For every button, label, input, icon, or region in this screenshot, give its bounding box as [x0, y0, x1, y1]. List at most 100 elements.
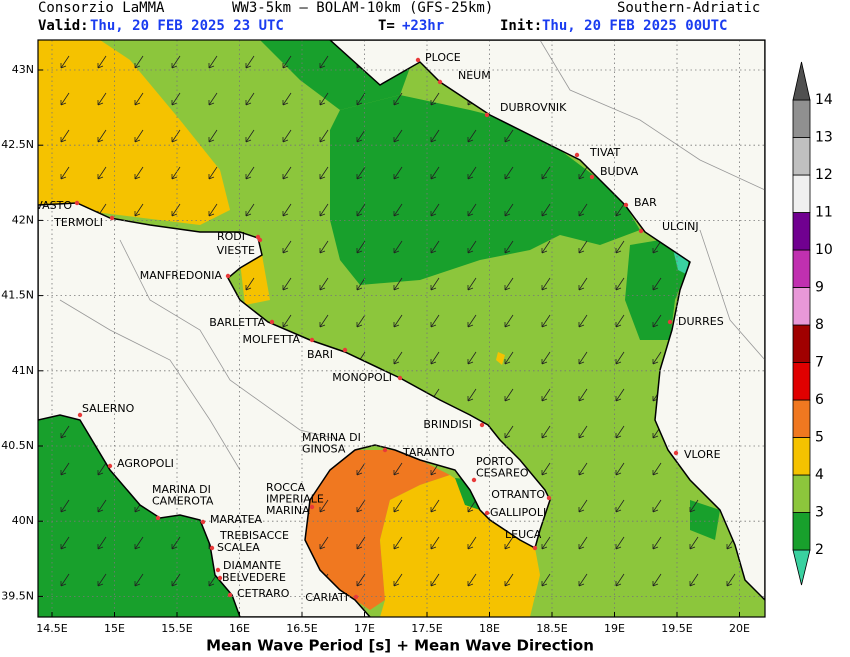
model: WW3-5km – BOLAM-10km (GFS-25km) — [232, 0, 493, 16]
direction-arrow — [134, 55, 144, 69]
city-label: DURRES — [678, 315, 724, 328]
direction-arrow — [615, 573, 625, 587]
direction-arrow — [245, 166, 255, 180]
x-tick-label: 14.5E — [36, 622, 67, 635]
direction-arrow — [615, 462, 625, 476]
city-label: BAR — [634, 196, 657, 209]
direction-arrow — [97, 462, 107, 476]
y-tick-label: 39.5N — [1, 589, 34, 602]
direction-arrow — [541, 388, 551, 402]
direction-arrow — [430, 240, 440, 254]
direction-arrow — [467, 314, 477, 328]
direction-arrow — [615, 425, 625, 439]
direction-arrow — [652, 536, 662, 550]
city-label: MANFREDONIA — [140, 269, 223, 282]
city-label: BUDVA — [600, 165, 639, 178]
direction-arrow — [430, 92, 440, 106]
direction-arrow — [356, 129, 366, 143]
city-marker — [667, 319, 673, 325]
city-label: RODI — [217, 230, 245, 243]
colorbar-label: 10 — [815, 242, 833, 258]
zone-2-3 — [330, 95, 640, 285]
zone-2-3 — [690, 500, 720, 540]
direction-arrow — [467, 277, 477, 291]
direction-arrow — [504, 536, 514, 550]
direction-arrow — [356, 240, 366, 254]
direction-arrow — [430, 129, 440, 143]
colorbar-segment — [792, 212, 811, 251]
x-tick-label: 18.5E — [536, 622, 567, 635]
region: Southern-Adriatic — [617, 0, 760, 16]
city-marker — [74, 200, 80, 206]
direction-arrow — [245, 203, 255, 217]
direction-arrow — [467, 129, 477, 143]
city-label: AGROPOLI — [117, 457, 174, 470]
direction-arrow — [134, 129, 144, 143]
direction-arrow — [726, 573, 736, 587]
direction-arrow — [171, 203, 181, 217]
direction-arrow — [504, 388, 514, 402]
city-marker — [623, 202, 629, 208]
direction-arrow — [615, 277, 625, 291]
direction-arrow — [467, 166, 477, 180]
direction-arrow — [393, 203, 403, 217]
direction-arrow — [171, 129, 181, 143]
y-tick-label: 43N — [12, 63, 34, 76]
direction-arrow — [615, 314, 625, 328]
city-label: MARINA — [266, 504, 310, 517]
direction-arrow — [578, 573, 588, 587]
direction-arrow — [208, 166, 218, 180]
city-label: VLORE — [684, 448, 721, 461]
direction-arrow — [208, 129, 218, 143]
city-marker — [257, 237, 263, 243]
city-marker — [209, 545, 215, 551]
colorbar-segment — [792, 362, 811, 401]
direction-arrow — [393, 314, 403, 328]
direction-arrow — [652, 277, 662, 291]
direction-arrow — [356, 166, 366, 180]
land-italy — [38, 202, 551, 617]
direction-arrow — [319, 55, 329, 69]
zone-4-5 — [240, 255, 270, 305]
colorbar: 2 3 4 5 6 7 8 9 10 11 12 13 14 — [792, 61, 833, 586]
direction-arrow — [430, 536, 440, 550]
colorbar-segment — [792, 174, 811, 213]
direction-arrow — [467, 573, 477, 587]
direction-arrow — [356, 92, 366, 106]
direction-arrow — [97, 129, 107, 143]
colorbar-label: 9 — [815, 280, 824, 296]
direction-arrow — [319, 499, 329, 513]
border — [59, 299, 241, 471]
x-tick-label: 15.5E — [161, 622, 192, 635]
city-label: TIVAT — [589, 146, 620, 159]
city-label: VIESTE — [217, 244, 255, 257]
direction-arrow — [393, 166, 403, 180]
city-label: GALLIPOLI — [490, 506, 546, 519]
direction-arrow — [60, 536, 70, 550]
source: Consorzio LaMMA — [38, 0, 165, 16]
direction-arrow — [134, 166, 144, 180]
axes: 14.5E 15E 15.5E 16E 16.5E 17E 17.5E 18E 18.5E 19E… — [1, 63, 750, 635]
colorbar-label: 5 — [815, 430, 824, 446]
y-tick-label: 41N — [12, 364, 34, 377]
direction-arrow — [356, 314, 366, 328]
city-marker — [397, 375, 403, 381]
city-label: BARLETTA — [209, 316, 265, 329]
direction-arrow — [652, 240, 662, 254]
city-label: DIAMANTE — [223, 559, 281, 572]
direction-arrow — [208, 203, 218, 217]
direction-arrow — [541, 425, 551, 439]
direction-arrow — [60, 92, 70, 106]
city-label: TERMOLI — [53, 216, 103, 229]
direction-arrow — [171, 92, 181, 106]
zone-4-5 — [38, 40, 230, 225]
direction-arrow — [504, 277, 514, 291]
direction-arrow — [578, 166, 588, 180]
direction-arrow — [652, 351, 662, 365]
city-label: MONOPOLI — [332, 371, 392, 384]
colorbar-segment — [792, 437, 811, 476]
direction-arrow — [319, 277, 329, 291]
direction-arrow — [615, 499, 625, 513]
city-marker — [269, 319, 275, 325]
init-time: Thu, 20 FEB 2025 00UTC — [542, 18, 727, 34]
